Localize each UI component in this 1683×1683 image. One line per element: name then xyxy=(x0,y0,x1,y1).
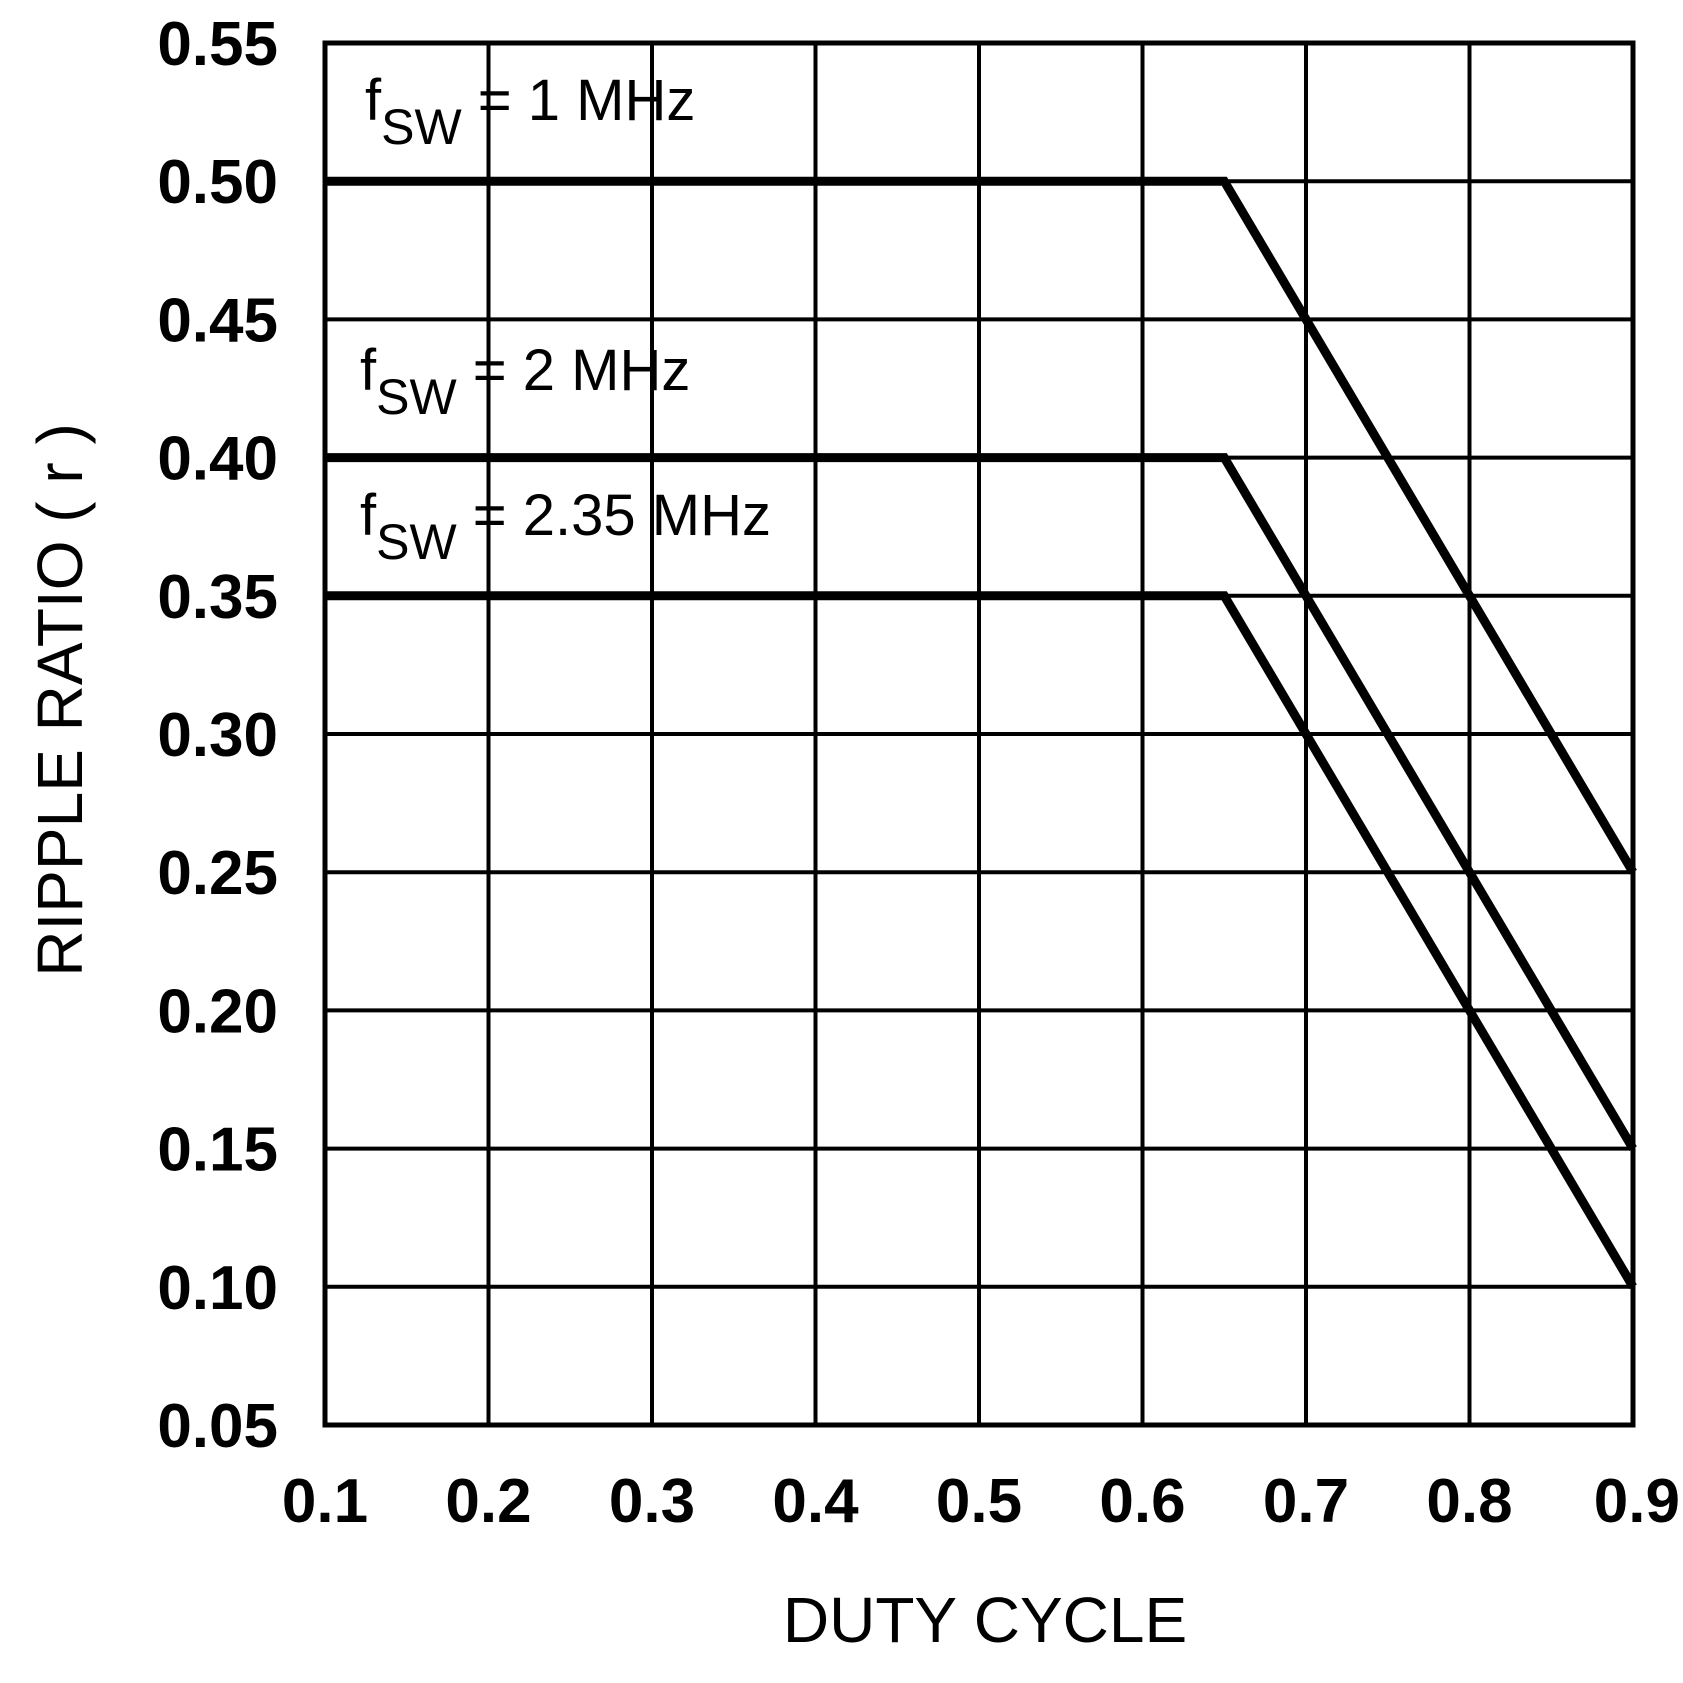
y-tick-label: 0.55 xyxy=(157,10,278,79)
x-axis-title: DUTY CYCLE xyxy=(783,1584,1187,1656)
annotation-subscript: SW xyxy=(381,99,462,155)
x-tick-label: 0.9 xyxy=(1594,1467,1680,1536)
y-tick-label: 0.05 xyxy=(157,1392,278,1461)
x-tick-label: 0.3 xyxy=(609,1467,695,1536)
x-tick-label: 0.5 xyxy=(936,1467,1022,1536)
x-tick-label: 0.2 xyxy=(445,1467,531,1536)
x-tick-labels: 0.1 0.2 0.3 0.4 0.5 0.6 0.7 0.8 0.9 xyxy=(282,1467,1680,1536)
y-tick-label: 0.30 xyxy=(157,701,278,770)
y-tick-label: 0.40 xyxy=(157,425,278,494)
y-tick-label: 0.20 xyxy=(157,977,278,1046)
series-line-3 xyxy=(325,591,1637,1290)
annotation-text: = 2 MHz xyxy=(457,338,691,403)
plot-frame xyxy=(322,40,1636,1428)
y-tick-label: 0.50 xyxy=(157,148,278,217)
series-line-2 xyxy=(325,453,1637,1151)
y-tick-label: 0.10 xyxy=(157,1254,278,1323)
x-tick-label: 0.6 xyxy=(1099,1467,1185,1536)
series-lines xyxy=(325,176,1637,1290)
annotation-subscript: SW xyxy=(376,369,457,425)
y-tick-label: 0.15 xyxy=(157,1116,278,1185)
x-tick-label: 0.7 xyxy=(1263,1467,1349,1536)
annotation-main: f xyxy=(360,483,377,548)
x-tick-label: 0.1 xyxy=(282,1467,368,1536)
y-tick-label: 0.45 xyxy=(157,286,278,355)
y-tick-labels: 0.05 0.10 0.15 0.20 0.25 0.30 0.35 0.40 0.45 0.50… xyxy=(157,10,278,1461)
y-axis-title: RIPPLE RATIO ( r ) xyxy=(24,423,96,977)
series-annotation-3: fSW = 2.35 MHz xyxy=(360,483,771,570)
x-tick-label: 0.4 xyxy=(772,1467,859,1536)
annotation-text: = 2.35 MHz xyxy=(457,483,771,548)
annotation-subscript: SW xyxy=(376,514,457,570)
y-tick-label: 0.35 xyxy=(157,563,278,632)
y-tick-label: 0.25 xyxy=(157,839,278,908)
series-annotation-2: fSW = 2 MHz xyxy=(360,338,690,425)
series-line-1 xyxy=(325,176,1637,875)
series-annotation-1: fSW = 1 MHz xyxy=(365,68,695,155)
x-tick-label: 0.8 xyxy=(1426,1467,1512,1536)
annotation-main: f xyxy=(365,68,382,133)
grid xyxy=(323,41,1635,1427)
annotation-text: = 1 MHz xyxy=(462,68,696,133)
annotation-main: f xyxy=(360,338,377,403)
